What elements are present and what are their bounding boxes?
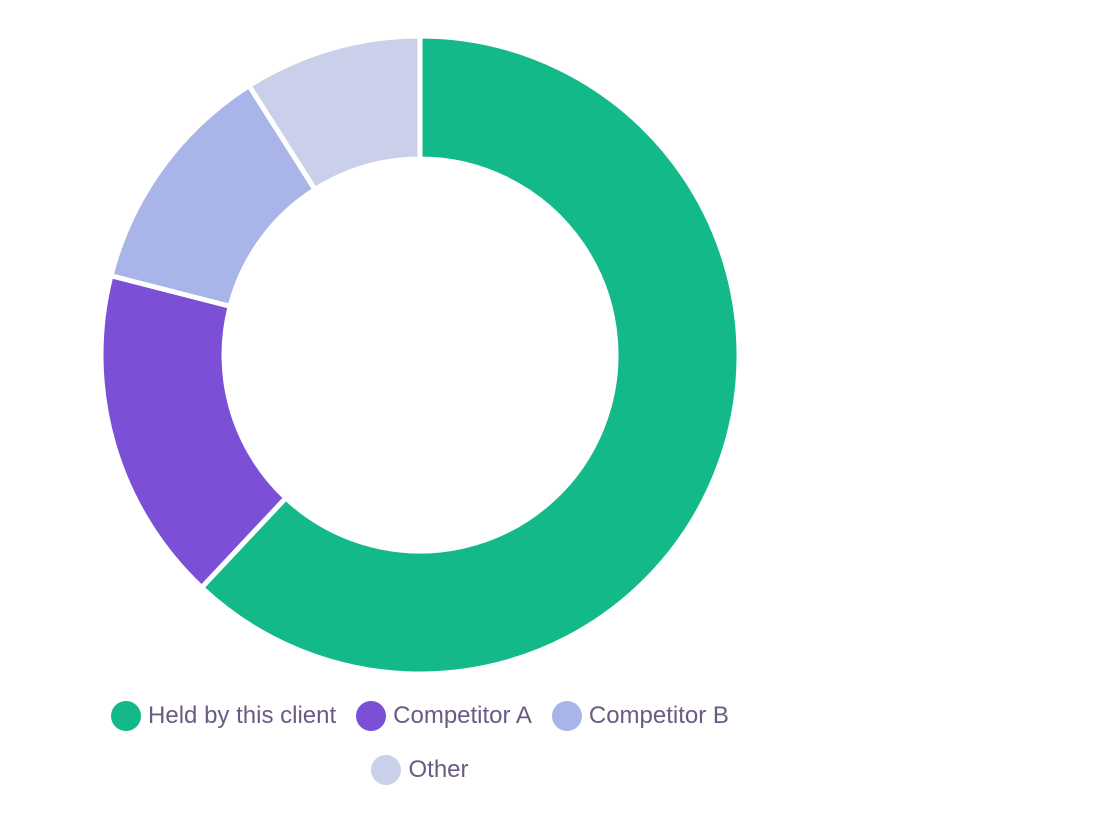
legend-item-other[interactable]: Other [371, 754, 469, 786]
legend-label: Competitor B [588, 702, 729, 729]
donut-slice-competitor-a[interactable] [98, 273, 289, 591]
donut-slice-other[interactable] [246, 33, 423, 193]
legend-swatch [551, 701, 582, 731]
legend-label: Other [408, 756, 469, 783]
legend-label: Held by this client [148, 702, 337, 729]
legend-item-competitor-a[interactable]: Competitor A [356, 700, 532, 732]
legend: Held by this client Competitor A Competito… [80, 700, 760, 786]
legend-item-held-by-this-client[interactable]: Held by this client [111, 700, 336, 732]
legend-swatch [356, 701, 387, 731]
donut-slice-held-by-this-client[interactable] [199, 33, 742, 677]
legend-swatch [111, 701, 142, 731]
legend-label: Competitor A [393, 702, 532, 729]
legend-swatch [371, 755, 402, 785]
legend-item-competitor-b[interactable]: Competitor B [551, 700, 729, 732]
